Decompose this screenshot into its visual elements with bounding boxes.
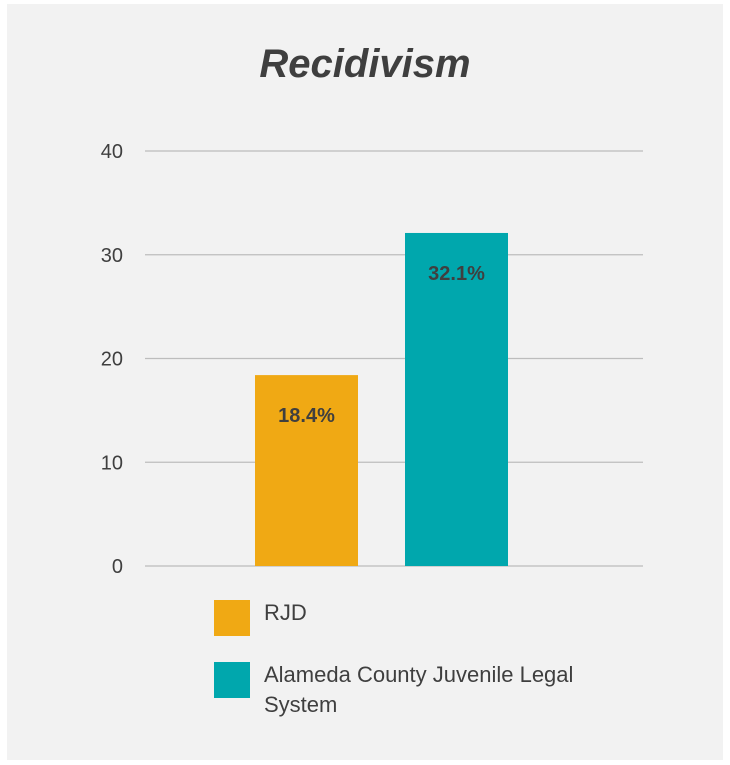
chart-panel: Recidivism 0 10 20 30 40 18.4% 32.1% RJD Alam…	[7, 4, 723, 760]
data-labels: 18.4% 32.1%	[278, 263, 485, 427]
ytick-label-30: 30	[101, 245, 123, 267]
ytick-label-10: 10	[101, 452, 123, 474]
legend-item-alameda: Alameda County Juvenile Legal System	[214, 660, 594, 720]
bars	[255, 232, 508, 566]
ytick-label-40: 40	[101, 141, 123, 163]
bar-0	[255, 375, 358, 566]
chart-title: Recidivism	[259, 42, 471, 86]
legend-item-rjd: RJD	[214, 598, 594, 636]
data-label-1: 32.1%	[428, 263, 485, 285]
ytick-label-20: 20	[101, 349, 123, 371]
gridlines	[145, 150, 643, 567]
legend-swatch-rjd	[214, 600, 250, 636]
legend-swatch-alameda	[214, 662, 250, 698]
bar-chart: 0 10 20 30 40 18.4% 32.1%	[101, 141, 643, 578]
legend-label-rjd: RJD	[264, 600, 307, 625]
legend-label-alameda: Alameda County Juvenile Legal System	[264, 662, 574, 717]
y-axis-ticks: 0 10 20 30 40	[101, 141, 123, 578]
data-label-0: 18.4%	[278, 405, 335, 427]
bar-1	[405, 232, 508, 566]
ytick-label-0: 0	[112, 556, 123, 578]
